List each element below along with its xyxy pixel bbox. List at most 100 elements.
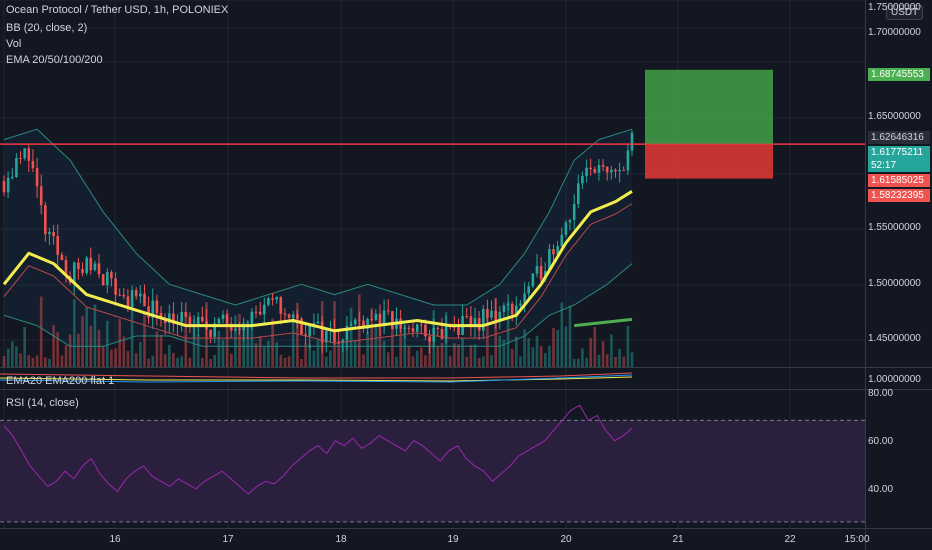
volume-bar <box>31 357 35 367</box>
rsi-tick: 80.00 <box>868 388 894 399</box>
volume-bar <box>217 330 221 367</box>
price-tick: 1.45000000 <box>868 333 921 344</box>
volume-bar <box>258 336 262 367</box>
candle-body <box>114 278 117 295</box>
candle-body <box>535 265 539 274</box>
rsi-band <box>0 420 865 522</box>
candle-body <box>267 298 270 305</box>
candle-body <box>353 319 357 325</box>
candle-body <box>552 249 555 255</box>
candle-body <box>217 318 221 324</box>
volume-bar <box>159 334 163 367</box>
candle-body <box>523 293 526 304</box>
volume-bar <box>64 345 68 367</box>
ema-pane-label[interactable]: EMA20 EMA200 flat 1 <box>6 375 115 387</box>
candle-body <box>52 232 55 237</box>
candle-body <box>19 158 22 159</box>
candle-body <box>93 263 97 271</box>
candle-body <box>494 310 497 321</box>
volume-bar <box>370 308 373 367</box>
volume-bar <box>482 356 485 367</box>
volume-bar <box>622 356 626 367</box>
volume-bar <box>387 352 390 367</box>
candle-body <box>415 324 419 332</box>
volume-bar <box>515 336 518 367</box>
candle-body <box>39 186 43 206</box>
candle-body <box>527 286 530 294</box>
candle-body <box>44 205 47 235</box>
candle-body <box>411 328 415 332</box>
candle-body <box>473 318 477 327</box>
volume-bar <box>535 335 539 367</box>
candle-body <box>11 177 14 178</box>
volume-bar <box>486 313 489 367</box>
volume-bar <box>498 335 502 367</box>
volume-bar <box>502 339 506 367</box>
bb-lower-line <box>3 263 633 347</box>
volume-bar <box>626 326 630 367</box>
volume-bar <box>155 331 159 367</box>
volume-bar <box>296 302 299 367</box>
candle-body <box>515 305 518 315</box>
volume-bar <box>180 356 183 367</box>
volume-bar <box>345 339 349 367</box>
volume-bar <box>589 338 592 367</box>
candle-body <box>184 312 188 317</box>
candle-body <box>48 232 51 235</box>
volume-bar <box>457 344 460 367</box>
volume-bar <box>118 318 121 367</box>
volume-bar <box>548 345 551 367</box>
candle-body <box>279 297 283 314</box>
candle-body <box>139 293 142 297</box>
volume-bar <box>539 346 543 367</box>
candle-body <box>188 316 192 327</box>
candle-body <box>213 323 216 337</box>
candle-body <box>622 169 626 171</box>
candle-body <box>618 169 621 172</box>
volume-bar <box>19 353 22 367</box>
volume-bar <box>325 356 328 367</box>
candle-body <box>201 316 204 322</box>
candle-body <box>610 169 613 173</box>
price-tick: 1.55000000 <box>868 222 921 233</box>
candle-body <box>341 339 345 343</box>
volume-bar <box>287 356 291 367</box>
currency-button[interactable]: USDT <box>886 5 924 20</box>
candle-body <box>387 310 390 312</box>
candle-body <box>196 316 200 325</box>
rsi-line <box>3 404 633 495</box>
time-tick: 20 <box>560 534 572 545</box>
candle-body <box>362 320 365 329</box>
volume-bar <box>196 334 200 367</box>
volume-bar <box>519 356 522 367</box>
volume-bar <box>225 313 229 367</box>
position-zones[interactable] <box>645 69 773 179</box>
indicator-vol[interactable]: Vol <box>6 38 22 50</box>
indicator-ema[interactable]: EMA 20/50/100/200 <box>6 54 103 66</box>
last-price-tag: 1.61775211 <box>868 146 930 159</box>
volume-bar <box>163 354 167 367</box>
candle-body <box>64 260 68 276</box>
indicator-bb[interactable]: BB (20, close, 2) <box>6 22 88 34</box>
candle-body <box>457 327 460 335</box>
candle-body <box>436 327 440 329</box>
volume-bar <box>358 294 361 367</box>
candle-body <box>118 294 121 296</box>
candle-body <box>345 325 349 340</box>
candle-body <box>6 177 10 193</box>
symbol-title[interactable]: Ocean Protocol / Tether USD, 1h, POLONIE… <box>6 4 229 16</box>
volume-bar <box>77 333 80 367</box>
volume-bar <box>395 357 398 367</box>
candle-body <box>420 324 423 326</box>
rsi-pane-label[interactable]: RSI (14, close) <box>6 397 79 409</box>
volume-bar <box>349 307 353 367</box>
volume-bar <box>35 355 39 367</box>
volume-bar <box>130 304 134 367</box>
candle-body <box>106 272 109 286</box>
candle-body <box>271 298 274 300</box>
rsi-pane <box>0 404 865 523</box>
volume-bar <box>110 349 113 367</box>
volume-bar <box>605 354 609 367</box>
